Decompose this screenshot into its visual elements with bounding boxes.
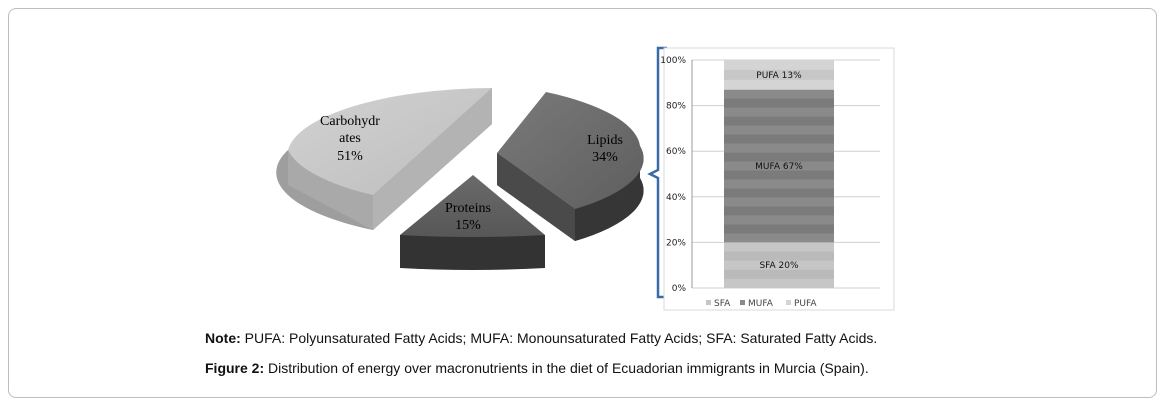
bar-segment-label-pufa: PUFA 13% [756, 71, 802, 81]
bracket-connector [647, 46, 667, 299]
bar-segment-pufa [724, 60, 834, 90]
figure-caption: Figure 2: Distribution of energy over ma… [205, 360, 869, 376]
pie-label-proteins: Proteins [445, 201, 491, 216]
bar-band [724, 152, 834, 162]
bar-band [724, 224, 834, 234]
note-text: PUFA: Polyunsaturated Fatty Acids; MUFA:… [240, 330, 878, 346]
bar-band [724, 170, 834, 180]
note-caption: Note: PUFA: Polyunsaturated Fatty Acids;… [205, 330, 877, 346]
pie-slice-carbohydrates [276, 88, 492, 230]
stacked-bar-chart: 0% 20% 40% 60% 80% 100% SFA 20% MUFA 67% PUFA 1… [660, 47, 895, 311]
bar-segment-label-sfa: SFA 20% [759, 261, 799, 271]
bar-y-ticks: 0% 20% 40% 60% 80% 100% [660, 56, 693, 294]
bar-band [724, 98, 834, 108]
legend-label-pufa: PUFA [794, 299, 817, 309]
legend-swatch-mufa [740, 300, 745, 305]
bar-segment-sfa [724, 242, 834, 288]
pie-label-lipids: Lipids [587, 133, 623, 148]
bar-segments: SFA 20% MUFA 67% PUFA 13% [724, 60, 834, 288]
y-tick-label: 20% [666, 238, 686, 248]
bar-band [724, 116, 834, 126]
pie-value-proteins: 15% [455, 218, 481, 233]
y-tick-label: 40% [666, 193, 686, 203]
legend-swatch-pufa [786, 300, 791, 305]
pie-label-carbohydrates-line2: ates [339, 131, 361, 146]
bar-band [724, 269, 834, 279]
y-tick-label: 60% [666, 147, 686, 157]
bar-band [724, 188, 834, 198]
pie-slice-proteins [400, 175, 545, 270]
pie-value-lipids: 34% [592, 150, 618, 165]
legend-swatch-sfa [706, 300, 711, 305]
legend-label-mufa: MUFA [748, 299, 774, 309]
pie-slice-lipids [497, 92, 644, 241]
pie-chart: Carbohydr ates 51% Lipids 34% Proteins 1… [276, 88, 644, 270]
pie-label-carbohydrates-line1: Carbohydr [320, 114, 380, 129]
bar-segment-label-mufa: MUFA 67% [755, 162, 803, 172]
bar-band [724, 134, 834, 144]
bar-band [724, 69, 834, 80]
bar-band [724, 251, 834, 261]
y-tick-label: 0% [672, 284, 687, 294]
legend-label-sfa: SFA [714, 299, 731, 309]
figure-text: Distribution of energy over macronutrien… [264, 360, 869, 376]
bar-band [724, 206, 834, 216]
pie-value-carbohydrates: 51% [337, 149, 363, 164]
figure-label: Figure 2: [205, 360, 265, 376]
bar-segment-mufa [724, 89, 834, 243]
y-tick-label: 100% [660, 56, 686, 66]
note-label: Note: [205, 330, 241, 346]
y-tick-label: 80% [666, 102, 686, 112]
bar-legend: SFA MUFA PUFA [706, 299, 817, 309]
